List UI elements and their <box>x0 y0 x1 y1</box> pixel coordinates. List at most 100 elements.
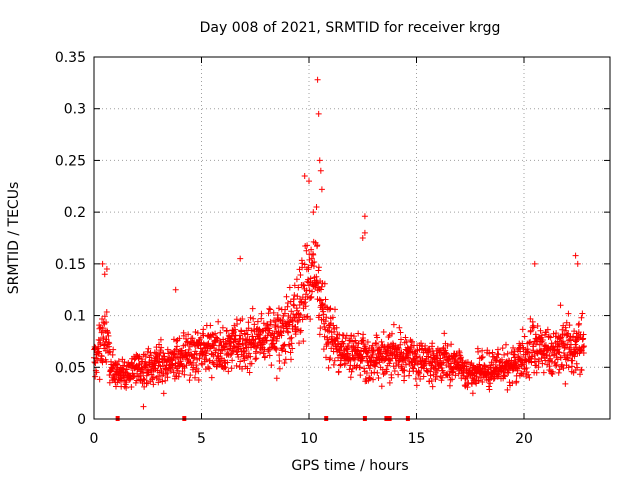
data-point <box>131 356 138 363</box>
data-point <box>105 332 112 339</box>
data-point <box>281 360 288 367</box>
y-tick-label: 0.35 <box>55 50 86 66</box>
data-point <box>178 347 185 354</box>
data-point <box>193 362 200 369</box>
data-point <box>128 384 135 391</box>
data-point <box>294 307 301 314</box>
data-point <box>287 349 294 356</box>
data-point <box>320 346 327 353</box>
data-point <box>434 353 441 360</box>
data-point <box>310 251 317 258</box>
data-point <box>229 347 236 354</box>
data-point <box>355 330 362 337</box>
data-point <box>580 331 587 338</box>
x-tick-label: 20 <box>515 431 533 447</box>
data-point <box>486 386 493 393</box>
data-point <box>377 350 384 357</box>
data-point <box>428 378 435 385</box>
data-point <box>180 332 187 339</box>
data-point <box>413 353 420 360</box>
data-point <box>349 365 356 372</box>
data-point <box>449 376 456 383</box>
data-point <box>368 370 375 377</box>
y-tick-label: 0.3 <box>64 102 86 118</box>
grid-lines <box>94 57 610 419</box>
data-point <box>321 323 328 330</box>
data-point <box>214 335 221 342</box>
data-point <box>579 310 586 317</box>
data-point <box>235 354 242 361</box>
data-point <box>504 386 511 393</box>
data-point <box>313 203 320 210</box>
data-point <box>176 370 183 377</box>
y-tick-label: 0.1 <box>64 309 86 325</box>
data-point <box>570 333 577 340</box>
data-point <box>472 379 479 386</box>
data-point <box>514 367 521 374</box>
data-point <box>325 364 332 371</box>
data-point <box>190 364 197 371</box>
data-point <box>429 340 436 347</box>
data-point <box>171 350 178 357</box>
data-point <box>308 255 315 262</box>
data-point <box>505 369 512 376</box>
data-point <box>390 321 397 328</box>
data-point <box>487 380 494 387</box>
data-point <box>237 255 244 262</box>
data-point <box>533 369 540 376</box>
data-point <box>140 376 147 383</box>
data-point <box>401 367 408 374</box>
data-point <box>576 320 583 327</box>
data-point <box>248 327 255 334</box>
data-point <box>316 157 323 164</box>
data-point <box>111 376 118 383</box>
data-point <box>438 360 445 367</box>
data-point <box>479 347 486 354</box>
data-point <box>323 314 330 321</box>
data-point <box>316 331 323 338</box>
data-point <box>297 327 304 334</box>
data-point <box>266 352 273 359</box>
data-point <box>253 348 260 355</box>
data-point <box>402 355 409 362</box>
data-point <box>413 382 420 389</box>
data-point <box>207 322 214 329</box>
x-tick-labels: 0 5 10 15 20 <box>90 431 533 447</box>
data-point <box>322 296 329 303</box>
data-point <box>186 377 193 384</box>
data-point <box>481 363 488 370</box>
x-tick-label: 10 <box>300 431 318 447</box>
data-point <box>265 310 272 317</box>
data-point <box>581 343 588 350</box>
data-point <box>288 334 295 341</box>
data-point <box>508 357 515 364</box>
data-point <box>357 372 364 379</box>
data-point <box>429 383 436 390</box>
data-point <box>206 365 213 372</box>
data-point <box>289 345 296 352</box>
data-point <box>156 352 163 359</box>
data-point <box>543 351 550 358</box>
data-point <box>548 358 555 365</box>
data-point <box>477 374 484 381</box>
data-point <box>330 322 337 329</box>
data-point <box>397 329 404 336</box>
data-point <box>303 314 310 321</box>
data-point <box>564 354 570 361</box>
data-point <box>295 284 302 291</box>
y-tick-label: 0.25 <box>55 153 86 169</box>
data-point <box>437 373 444 380</box>
data-point <box>247 314 254 321</box>
data-point <box>237 358 244 365</box>
data-point <box>308 293 315 300</box>
data-point <box>495 351 502 358</box>
data-point <box>502 373 509 380</box>
x-tick-label: 15 <box>408 431 426 447</box>
data-point <box>513 378 520 385</box>
data-point <box>263 337 270 344</box>
data-point <box>267 306 274 313</box>
data-point <box>525 371 532 378</box>
data-point <box>234 320 241 327</box>
data-point <box>150 374 157 381</box>
